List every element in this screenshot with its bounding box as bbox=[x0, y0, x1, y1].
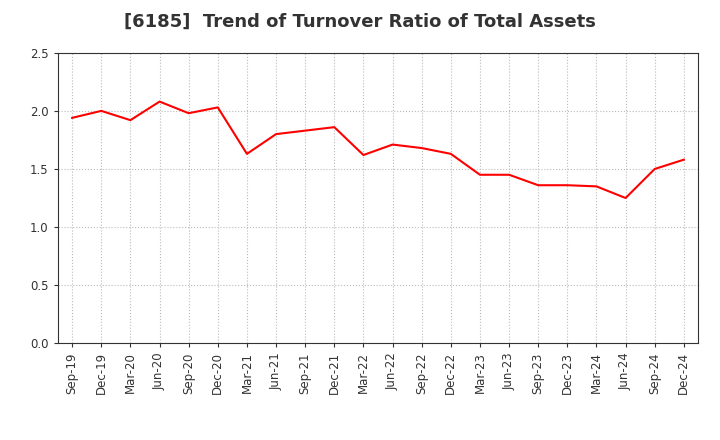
Text: [6185]  Trend of Turnover Ratio of Total Assets: [6185] Trend of Turnover Ratio of Total … bbox=[124, 13, 596, 31]
